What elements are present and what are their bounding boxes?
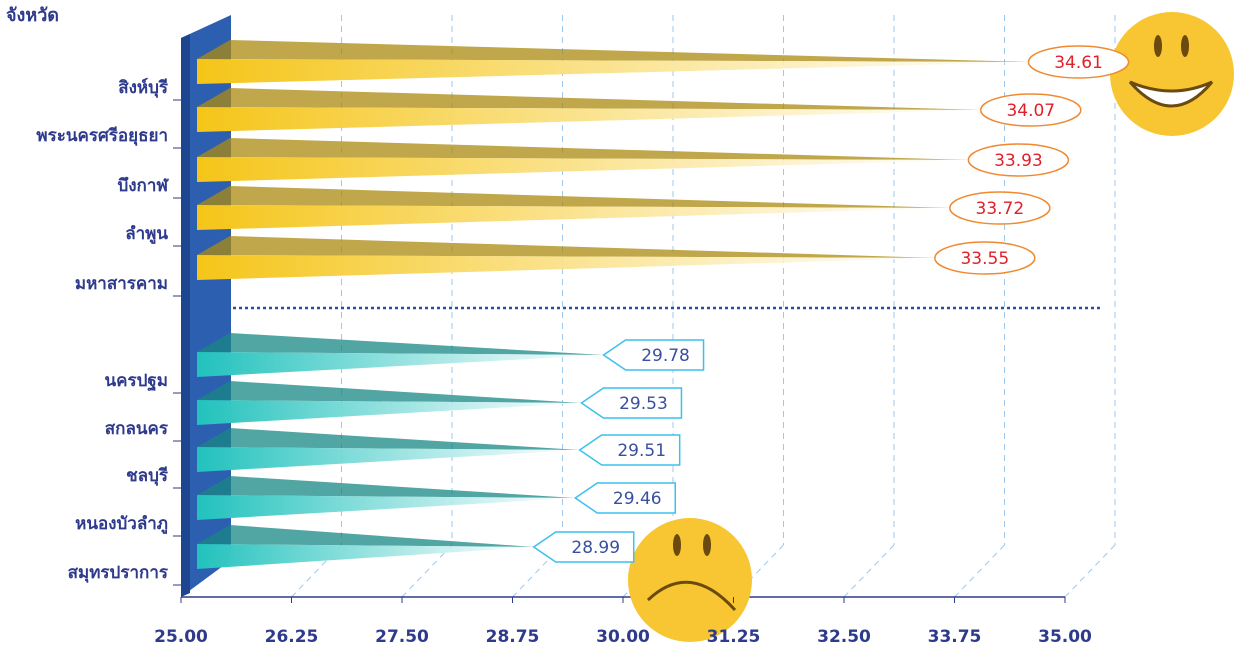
value-label-box — [980, 93, 1082, 127]
bar-top — [197, 40, 1031, 62]
bar — [197, 205, 952, 230]
y-tick-label: พระนครศรีอยุธยา — [36, 125, 168, 146]
y-tick-label: ลำพูน — [125, 224, 168, 245]
value-label-box — [578, 434, 681, 466]
bar — [197, 495, 576, 520]
bar-top — [197, 381, 582, 403]
value-label-box — [934, 241, 1036, 275]
value-label: 34.07 — [1006, 101, 1055, 121]
x-tick-label: 25.00 — [154, 627, 208, 647]
bar-top — [197, 186, 952, 208]
bar — [197, 544, 534, 569]
bar-top — [197, 476, 576, 498]
y-tick-label: นครปฐม — [104, 371, 168, 392]
bar — [197, 447, 580, 472]
value-label-box — [1027, 45, 1130, 79]
value-label: 29.53 — [619, 394, 668, 414]
value-label-box — [949, 191, 1051, 225]
y-tick-label: สมุทรปราการ — [68, 563, 169, 583]
bar — [197, 157, 971, 182]
bar — [197, 59, 1031, 84]
bar-top — [197, 428, 580, 450]
x-tick-label: 30.00 — [596, 627, 650, 647]
bar — [197, 107, 983, 132]
y-tick-label: สกลนคร — [105, 419, 169, 439]
value-label: 33.55 — [960, 249, 1009, 269]
x-tick-label: 33.75 — [928, 627, 982, 647]
value-label: 29.78 — [641, 346, 690, 366]
y-tick-label: สิงห์บุรี — [118, 77, 169, 98]
value-label: 29.46 — [613, 489, 662, 509]
bar-top — [197, 88, 983, 110]
y-tick-label: ชลบุรี — [126, 465, 169, 486]
grid-line — [954, 544, 1005, 598]
y-tick-label: หนองบัวลำภู — [75, 514, 168, 535]
axis-title: จังหวัด — [6, 5, 59, 26]
x-tick-label: 32.50 — [817, 627, 871, 647]
value-label: 34.61 — [1054, 53, 1103, 73]
x-tick-label: 31.25 — [707, 627, 761, 647]
value-label-box — [967, 143, 1070, 177]
axis-wall-edge — [181, 34, 190, 597]
value-label-box — [573, 482, 677, 514]
y-tick-label: บึงกาฬ — [117, 176, 169, 196]
bar-top — [197, 525, 534, 547]
value-label-box — [602, 339, 705, 371]
x-tick-label: 35.00 — [1038, 627, 1092, 647]
bar-top — [197, 236, 937, 258]
value-label: 28.99 — [571, 538, 620, 558]
bar-top — [197, 333, 604, 355]
bar — [197, 400, 582, 425]
x-tick-label: 28.75 — [486, 627, 540, 647]
bar — [197, 255, 937, 280]
value-label: 33.93 — [994, 151, 1043, 171]
grid-line — [843, 544, 895, 598]
grid-line — [401, 544, 453, 598]
bar — [197, 352, 604, 377]
grid-line — [1064, 544, 1116, 598]
happy-face — [1110, 12, 1234, 136]
sad-face — [628, 518, 752, 642]
x-tick-label: 27.50 — [375, 627, 429, 647]
x-tick-label: 26.25 — [265, 627, 319, 647]
value-label-box — [580, 387, 683, 419]
bar-top — [197, 138, 971, 160]
y-tick-label: มหาสารคาม — [75, 274, 168, 294]
value-label: 33.72 — [976, 199, 1025, 219]
value-label: 29.51 — [617, 441, 666, 461]
value-label-box — [532, 531, 635, 563]
